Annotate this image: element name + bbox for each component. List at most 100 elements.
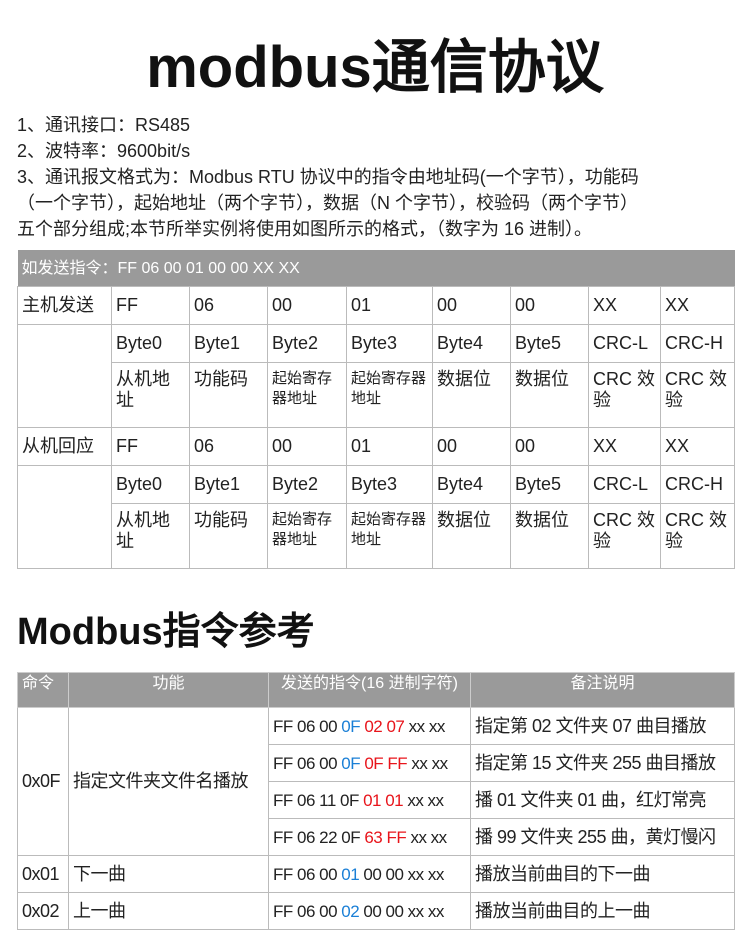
note: 播放当前曲目的下一曲 (470, 855, 735, 893)
byte-segment: FF 06 22 0F (273, 827, 365, 847)
intro-line: 1、通讯接口：RS485 (17, 115, 191, 135)
byte-segment: 01 01 (363, 790, 404, 810)
byte-segment: xx xx (406, 827, 447, 847)
intro-line: 3、通讯报文格式为：Modbus RTU 协议中的指令由地址码(一个字节），功能… (17, 167, 639, 187)
byte-value: 00 (267, 427, 347, 466)
byte-value: XX (659, 427, 736, 466)
byte-name: Byte4 (432, 324, 511, 363)
byte-value: 06 (189, 427, 268, 466)
byte-name: Byte0 (111, 465, 190, 504)
table-row: 从机回应 FF 06 00 01 00 00 XX XX (17, 427, 736, 466)
byte-meaning: 起始寄存器地址 (267, 362, 347, 428)
frame-format-table: 如发送指令：FF 06 00 01 00 00 XX XX 主机发送 FF 06 00 0… (17, 250, 736, 569)
table-row: FF 06 22 0F 63 FF xx xx 播 99 文件夹 255 曲，黄灯… (18, 818, 735, 856)
table-header-row: 如发送指令：FF 06 00 01 00 00 XX XX (17, 250, 735, 287)
table-row: Byte0 Byte1 Byte2 Byte3 Byte4 Byte5 CRC-L CRC-H (17, 324, 736, 428)
byte-segment: FF 06 00 (273, 901, 342, 921)
command-reference-table: 命令 功能 发送的指令(16 进制字符) 备注说明 0x0F 指定文件夹文件名播放… (17, 672, 735, 930)
intro-line: 五个部分组成;本节所举实例将使用如图所示的格式，（数字为 16 进制）。 (17, 219, 593, 239)
byte-segment: FF 06 00 (273, 753, 342, 773)
byte-value: FF (111, 427, 190, 466)
command-bytes: FF 06 00 0F 02 07 xx xx (268, 707, 471, 745)
byte-meaning: CRC 效验 (588, 362, 661, 428)
table-header: 如发送指令：FF 06 00 01 00 00 XX XX (17, 250, 735, 287)
byte-segment: 00 00 xx xx (359, 901, 444, 921)
byte-name: Byte2 (267, 465, 347, 504)
byte-segment: 02 07 (364, 716, 405, 736)
byte-segment: FF 06 11 0F (273, 790, 364, 810)
table-row: Byte0 Byte1 Byte2 Byte3 Byte4 Byte5 CRC-L CRC-H (17, 465, 736, 569)
byte-meaning: 数据位 (432, 362, 511, 428)
byte-segment: FF 06 00 (273, 864, 342, 884)
table-row: 从机地址 功能码 起始寄存器地址 起始寄存器地址 数据位 数据位 CRC 效验 CRC 效验 (18, 503, 736, 569)
byte-segment: 0F FF (364, 753, 408, 773)
byte-value: 00 (432, 286, 511, 325)
byte-name: Byte5 (510, 465, 589, 504)
byte-name: CRC-H (659, 324, 736, 363)
table-row: 0x02 上一曲 FF 06 00 02 00 00 xx xx 播放当前曲目的上一曲 (17, 892, 735, 930)
byte-meaning: CRC 效验 (659, 362, 736, 428)
byte-name: Byte3 (346, 324, 433, 363)
byte-segment: 02 (341, 901, 360, 921)
byte-name: CRC-L (588, 465, 661, 504)
byte-segment: xx xx (404, 716, 446, 736)
function-name: 下一曲 (68, 855, 269, 893)
byte-segment: xx xx (403, 790, 444, 810)
table-row: 0x0F 指定文件夹文件名播放 FF 06 00 0F 02 07 xx xx 指定第… (17, 707, 735, 856)
byte-meaning: 功能码 (189, 362, 268, 428)
row-label: 主机发送 (17, 286, 112, 325)
table-row: 0x01 下一曲 FF 06 00 01 00 00 xx xx 播放当前曲目的下一曲 (17, 855, 735, 893)
byte-value: 06 (189, 286, 268, 325)
intro-text: 1、通讯接口：RS485 2、波特率：9600bit/s 3、通讯报文格式为：M… (17, 112, 737, 242)
table-header-row: 命令 功能 发送的指令(16 进制字符) 备注说明 (17, 672, 735, 708)
byte-name: CRC-L (588, 324, 661, 363)
byte-value: 00 (432, 427, 511, 466)
byte-segment: 63 FF (364, 827, 407, 847)
byte-name: Byte5 (510, 324, 589, 363)
table-row: 从机地址 功能码 起始寄存器地址 起始寄存器地址 数据位 数据位 CRC 效验 CRC 效验 (18, 362, 736, 428)
byte-name: CRC-H (659, 465, 736, 504)
command-code: 0x0F (17, 707, 69, 856)
byte-value: 01 (346, 286, 433, 325)
empty-cell (17, 465, 112, 569)
byte-value: FF (111, 286, 190, 325)
table-row: 主机发送 FF 06 00 01 00 00 XX XX (17, 286, 736, 325)
note: 播 01 文件夹 01 曲，红灯常亮 (470, 781, 735, 819)
byte-name: Byte1 (189, 324, 268, 363)
command-bytes: FF 06 00 0F 0F FF xx xx (268, 744, 471, 782)
byte-meaning: 功能码 (189, 503, 268, 569)
byte-meaning: 数据位 (510, 503, 589, 569)
byte-name: Byte1 (189, 465, 268, 504)
note: 指定第 02 文件夹 07 曲目播放 (470, 707, 735, 745)
page-title: modbus通信协议 (146, 35, 604, 100)
byte-meaning: CRC 效验 (588, 503, 661, 569)
function-name: 指定文件夹文件名播放 (68, 707, 269, 856)
byte-segment: 01 (341, 864, 360, 884)
byte-segment: xx xx (407, 753, 448, 773)
intro-line: 2、波特率：9600bit/s (17, 141, 191, 161)
byte-name: Byte3 (346, 465, 433, 504)
byte-value: 00 (510, 286, 589, 325)
byte-meaning: 从机地址 (111, 362, 190, 428)
byte-meaning: 起始寄存器地址 (267, 503, 347, 569)
command-bytes: FF 06 22 0F 63 FF xx xx (268, 818, 471, 856)
note: 指定第 15 文件夹 255 曲目播放 (470, 744, 735, 782)
byte-value: 00 (267, 286, 347, 325)
byte-name: Byte4 (432, 465, 511, 504)
note: 播放当前曲目的上一曲 (470, 892, 735, 930)
byte-value: XX (588, 427, 661, 466)
column-header: 备注说明 (470, 672, 735, 708)
note: 播 99 文件夹 255 曲，黄灯慢闪 (470, 818, 735, 856)
column-header: 功能 (68, 672, 269, 708)
column-header: 发送的指令(16 进制字符) (268, 672, 471, 708)
command-bytes: FF 06 11 0F 01 01 xx xx (268, 781, 471, 819)
empty-cell (17, 324, 112, 428)
byte-meaning: CRC 效验 (659, 503, 736, 569)
row-label: 从机回应 (17, 427, 112, 466)
byte-value: XX (588, 286, 661, 325)
byte-value: 01 (346, 427, 433, 466)
byte-segment: FF 06 00 (273, 716, 342, 736)
byte-meaning: 起始寄存器地址 (346, 362, 433, 428)
byte-value: 00 (510, 427, 589, 466)
byte-meaning: 数据位 (510, 362, 589, 428)
